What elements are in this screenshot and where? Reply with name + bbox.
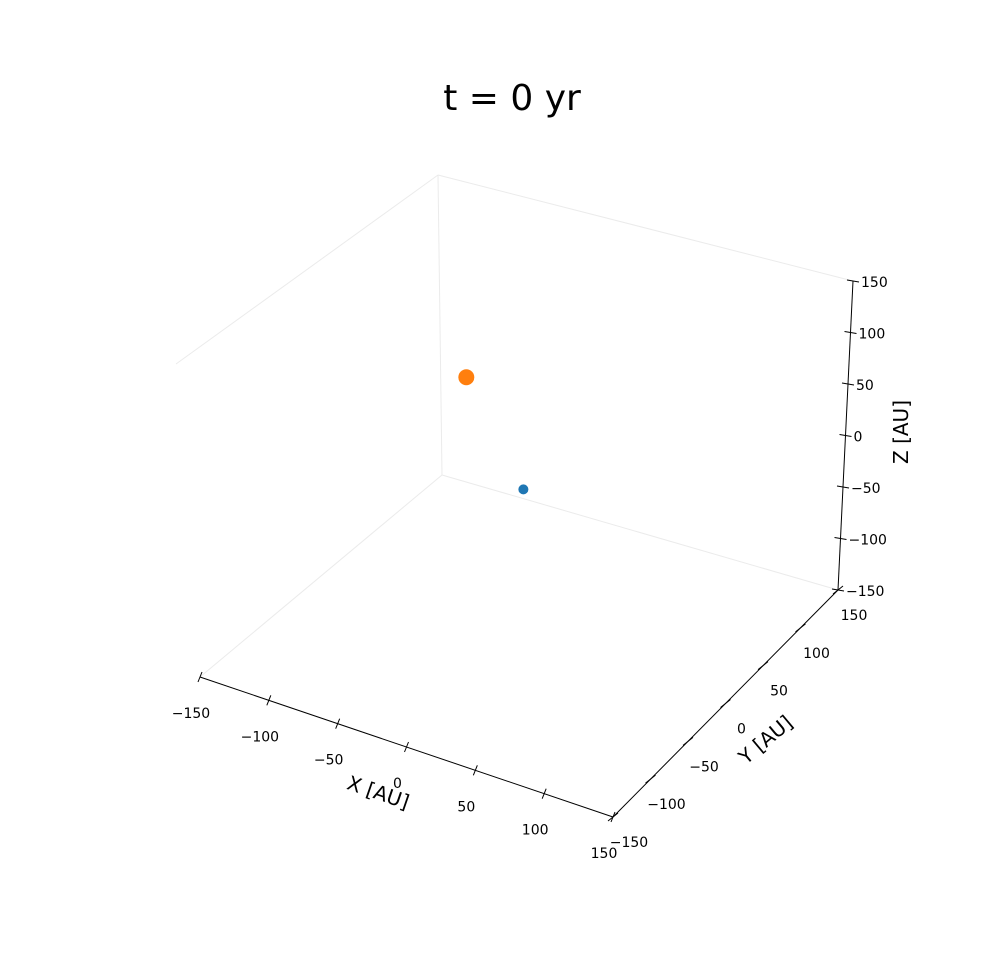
x-tick — [404, 741, 409, 753]
pane-edge — [441, 474, 839, 591]
data-points — [458, 369, 529, 495]
z-tick — [836, 485, 850, 489]
z-tick-label: −50 — [851, 481, 881, 497]
y-tick-label: −150 — [610, 835, 648, 851]
y-tick-label: −100 — [647, 797, 685, 813]
z-tick-label: 100 — [859, 327, 886, 343]
z-tick-label: 50 — [856, 378, 874, 394]
y-axis-label: Y [AU] — [733, 710, 797, 769]
y-tick-label: 150 — [841, 608, 868, 624]
y-tick — [720, 699, 731, 708]
pane-edge — [437, 174, 854, 282]
y-tick — [645, 774, 656, 784]
z-tick — [831, 588, 845, 592]
z-tick-label: −100 — [849, 533, 887, 549]
axis-ticks: −150−100−50050100150−150−100−50050100150… — [172, 275, 888, 862]
y-tick — [757, 661, 769, 671]
x-tick-label: 150 — [591, 846, 618, 862]
z-tick-label: −150 — [846, 584, 884, 600]
y-tick-label: 0 — [737, 722, 746, 738]
z-tick-label: 0 — [854, 430, 863, 446]
y-tick-label: 50 — [770, 684, 788, 700]
x-tick-label: −50 — [314, 753, 344, 769]
x-tick — [197, 671, 203, 683]
pane-edge — [175, 174, 439, 365]
z-tick — [846, 279, 860, 283]
x-tick — [541, 788, 547, 799]
y-tick — [682, 736, 694, 746]
y-tick-label: −50 — [689, 759, 719, 775]
z-tick — [844, 331, 857, 334]
x-tick-label: 0 — [393, 776, 402, 792]
x-tick-label: −150 — [172, 706, 210, 722]
z-axis-label: Z [AU] — [889, 400, 913, 464]
x-tick — [472, 765, 478, 776]
axes-panes — [175, 174, 854, 678]
axis-labels: X [AU] Y [AU] Z [AU] — [344, 400, 913, 814]
pane-edge — [437, 174, 443, 476]
x-tick — [266, 695, 272, 706]
pane-edge — [199, 474, 443, 678]
y-tick — [607, 812, 619, 822]
x-tick-label: −100 — [241, 729, 279, 745]
y-tick-label: 100 — [803, 646, 830, 662]
x-tick — [335, 718, 341, 729]
z-tick — [839, 434, 852, 437]
data-point-1 — [518, 484, 529, 495]
x-tick-label: 100 — [522, 823, 549, 839]
x-tick-label: 50 — [457, 799, 475, 815]
chart-title: t = 0 yr — [443, 78, 581, 119]
x-axis-label: X [AU] — [344, 771, 412, 815]
z-tick-label: 150 — [861, 275, 888, 291]
z-tick — [841, 382, 855, 386]
z-tick — [834, 537, 847, 540]
data-point-2 — [458, 369, 475, 386]
y-tick — [795, 623, 806, 633]
